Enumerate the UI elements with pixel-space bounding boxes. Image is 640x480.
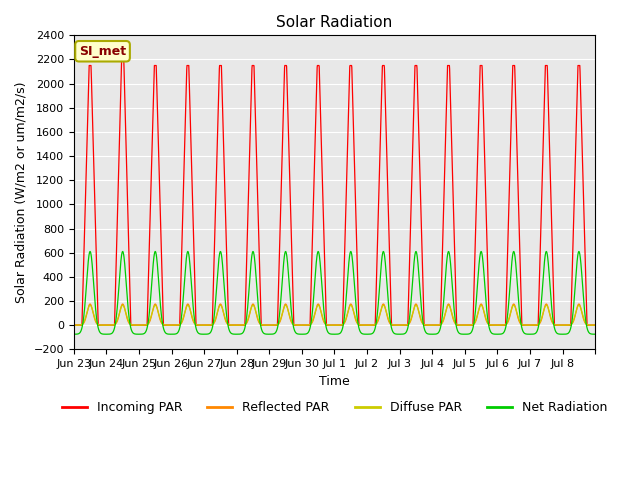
Y-axis label: Solar Radiation (W/m2 or um/m2/s): Solar Radiation (W/m2 or um/m2/s)	[15, 82, 28, 303]
Text: SI_met: SI_met	[79, 45, 126, 58]
Title: Solar Radiation: Solar Radiation	[276, 15, 392, 30]
X-axis label: Time: Time	[319, 374, 350, 387]
Legend: Incoming PAR, Reflected PAR, Diffuse PAR, Net Radiation: Incoming PAR, Reflected PAR, Diffuse PAR…	[57, 396, 612, 420]
